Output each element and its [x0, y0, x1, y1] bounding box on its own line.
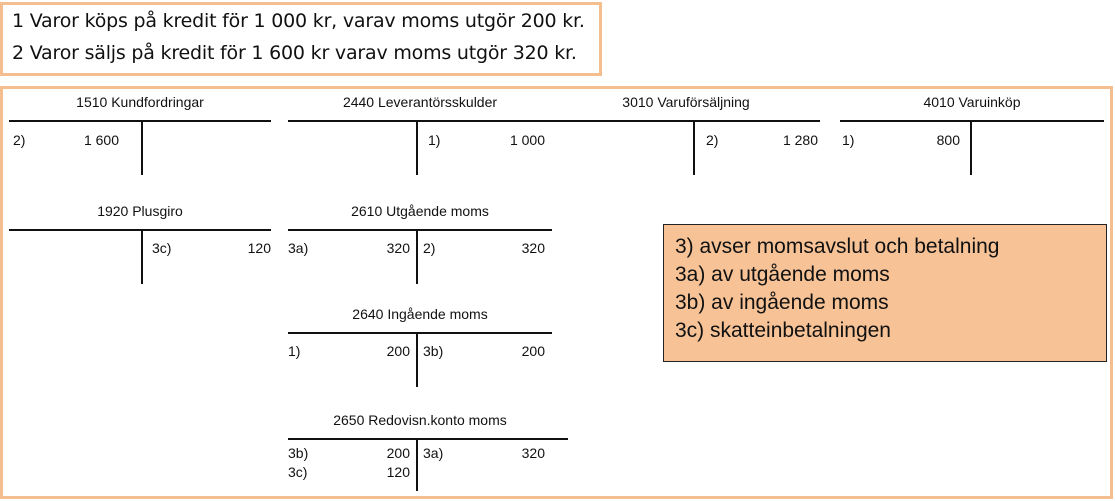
t-account-4010: 4010 Varuinköp 1) 800	[840, 94, 1104, 176]
account-divider	[416, 121, 418, 175]
account-title: 3010 Varuförsäljning	[622, 94, 750, 110]
transaction-1: 1 Varor köps på kredit för 1 000 kr, var…	[12, 10, 585, 32]
transactions-box: 1 Varor köps på kredit för 1 000 kr, var…	[0, 2, 602, 76]
debit-ref: 3a)	[288, 240, 309, 256]
account-rule	[288, 332, 552, 334]
t-account-3010: 3010 Varuförsäljning 2) 1 280	[552, 94, 820, 176]
t-account-1920: 1920 Plusgiro 3c) 120	[9, 203, 271, 285]
account-rule	[9, 229, 271, 231]
account-title: 2650 Redovisn.konto moms	[333, 412, 507, 428]
credit-ref: 2)	[423, 240, 436, 256]
account-rule	[9, 120, 271, 122]
credit-amount: 120	[247, 240, 271, 256]
note-line: 3) avser momsavslut och betalning	[675, 235, 1000, 258]
debit-amount: 800	[936, 132, 960, 148]
account-title: 2610 Utgående moms	[351, 203, 489, 219]
credit-ref: 2)	[706, 132, 719, 148]
account-rule	[288, 438, 568, 440]
debit-ref: 2)	[13, 132, 26, 148]
t-account-2640: 2640 Ingående moms 1) 200 3b) 200	[288, 306, 552, 388]
account-title: 2440 Leverantörsskulder	[342, 94, 498, 110]
debit-amount: 320	[386, 240, 410, 256]
account-divider	[416, 333, 418, 387]
credit-amount: 1 280	[782, 132, 818, 148]
t-account-2610: 2610 Utgående moms 3a) 320 2) 320	[288, 203, 552, 285]
account-divider	[416, 439, 418, 491]
note-line: 3a) av utgående moms	[675, 263, 890, 286]
note-line: 3c) skatteinbetalningen	[675, 319, 891, 342]
credit-ref: 3c)	[152, 240, 172, 256]
account-rule	[840, 120, 1104, 122]
legend-note-box: 3) avser momsavslut och betalning 3a) av…	[663, 224, 1107, 362]
credit-amount: 320	[521, 240, 545, 256]
account-rule	[288, 120, 552, 122]
credit-ref: 3a)	[423, 445, 444, 461]
credit-ref: 3b)	[423, 343, 444, 359]
account-rule	[552, 120, 820, 122]
debit-amount: 200	[386, 343, 410, 359]
t-account-2650: 2650 Redovisn.konto moms 3b) 200 3c) 120…	[288, 412, 568, 494]
credit-amount: 320	[521, 445, 545, 461]
debit-ref: 3b)	[288, 445, 309, 461]
debit-ref: 3c)	[288, 464, 308, 480]
debit-amount: 120	[386, 464, 410, 480]
transaction-2: 2 Varor säljs på kredit för 1 600 kr var…	[12, 42, 577, 64]
debit-amount: 1 600	[83, 132, 119, 148]
t-account-1510: 1510 Kundfordringar 2) 1 600	[9, 94, 271, 176]
credit-amount: 1 000	[509, 132, 545, 148]
debit-amount: 200	[386, 445, 410, 461]
account-title: 1920 Plusgiro	[97, 203, 183, 219]
account-divider	[970, 121, 972, 175]
account-divider	[141, 121, 143, 175]
credit-ref: 1)	[428, 132, 441, 148]
account-rule	[288, 229, 552, 231]
account-title: 2640 Ingående moms	[352, 306, 488, 322]
account-divider	[693, 121, 695, 175]
debit-ref: 1)	[288, 343, 301, 359]
t-accounts-box	[0, 86, 1113, 499]
account-divider	[416, 230, 418, 284]
account-divider	[141, 230, 143, 284]
account-title: 4010 Varuinköp	[923, 94, 1021, 110]
debit-ref: 1)	[842, 132, 855, 148]
t-account-2440: 2440 Leverantörsskulder 1) 1 000	[288, 94, 552, 176]
account-title: 1510 Kundfordringar	[76, 94, 204, 110]
credit-amount: 200	[521, 343, 545, 359]
note-line: 3b) av ingående moms	[675, 291, 889, 314]
